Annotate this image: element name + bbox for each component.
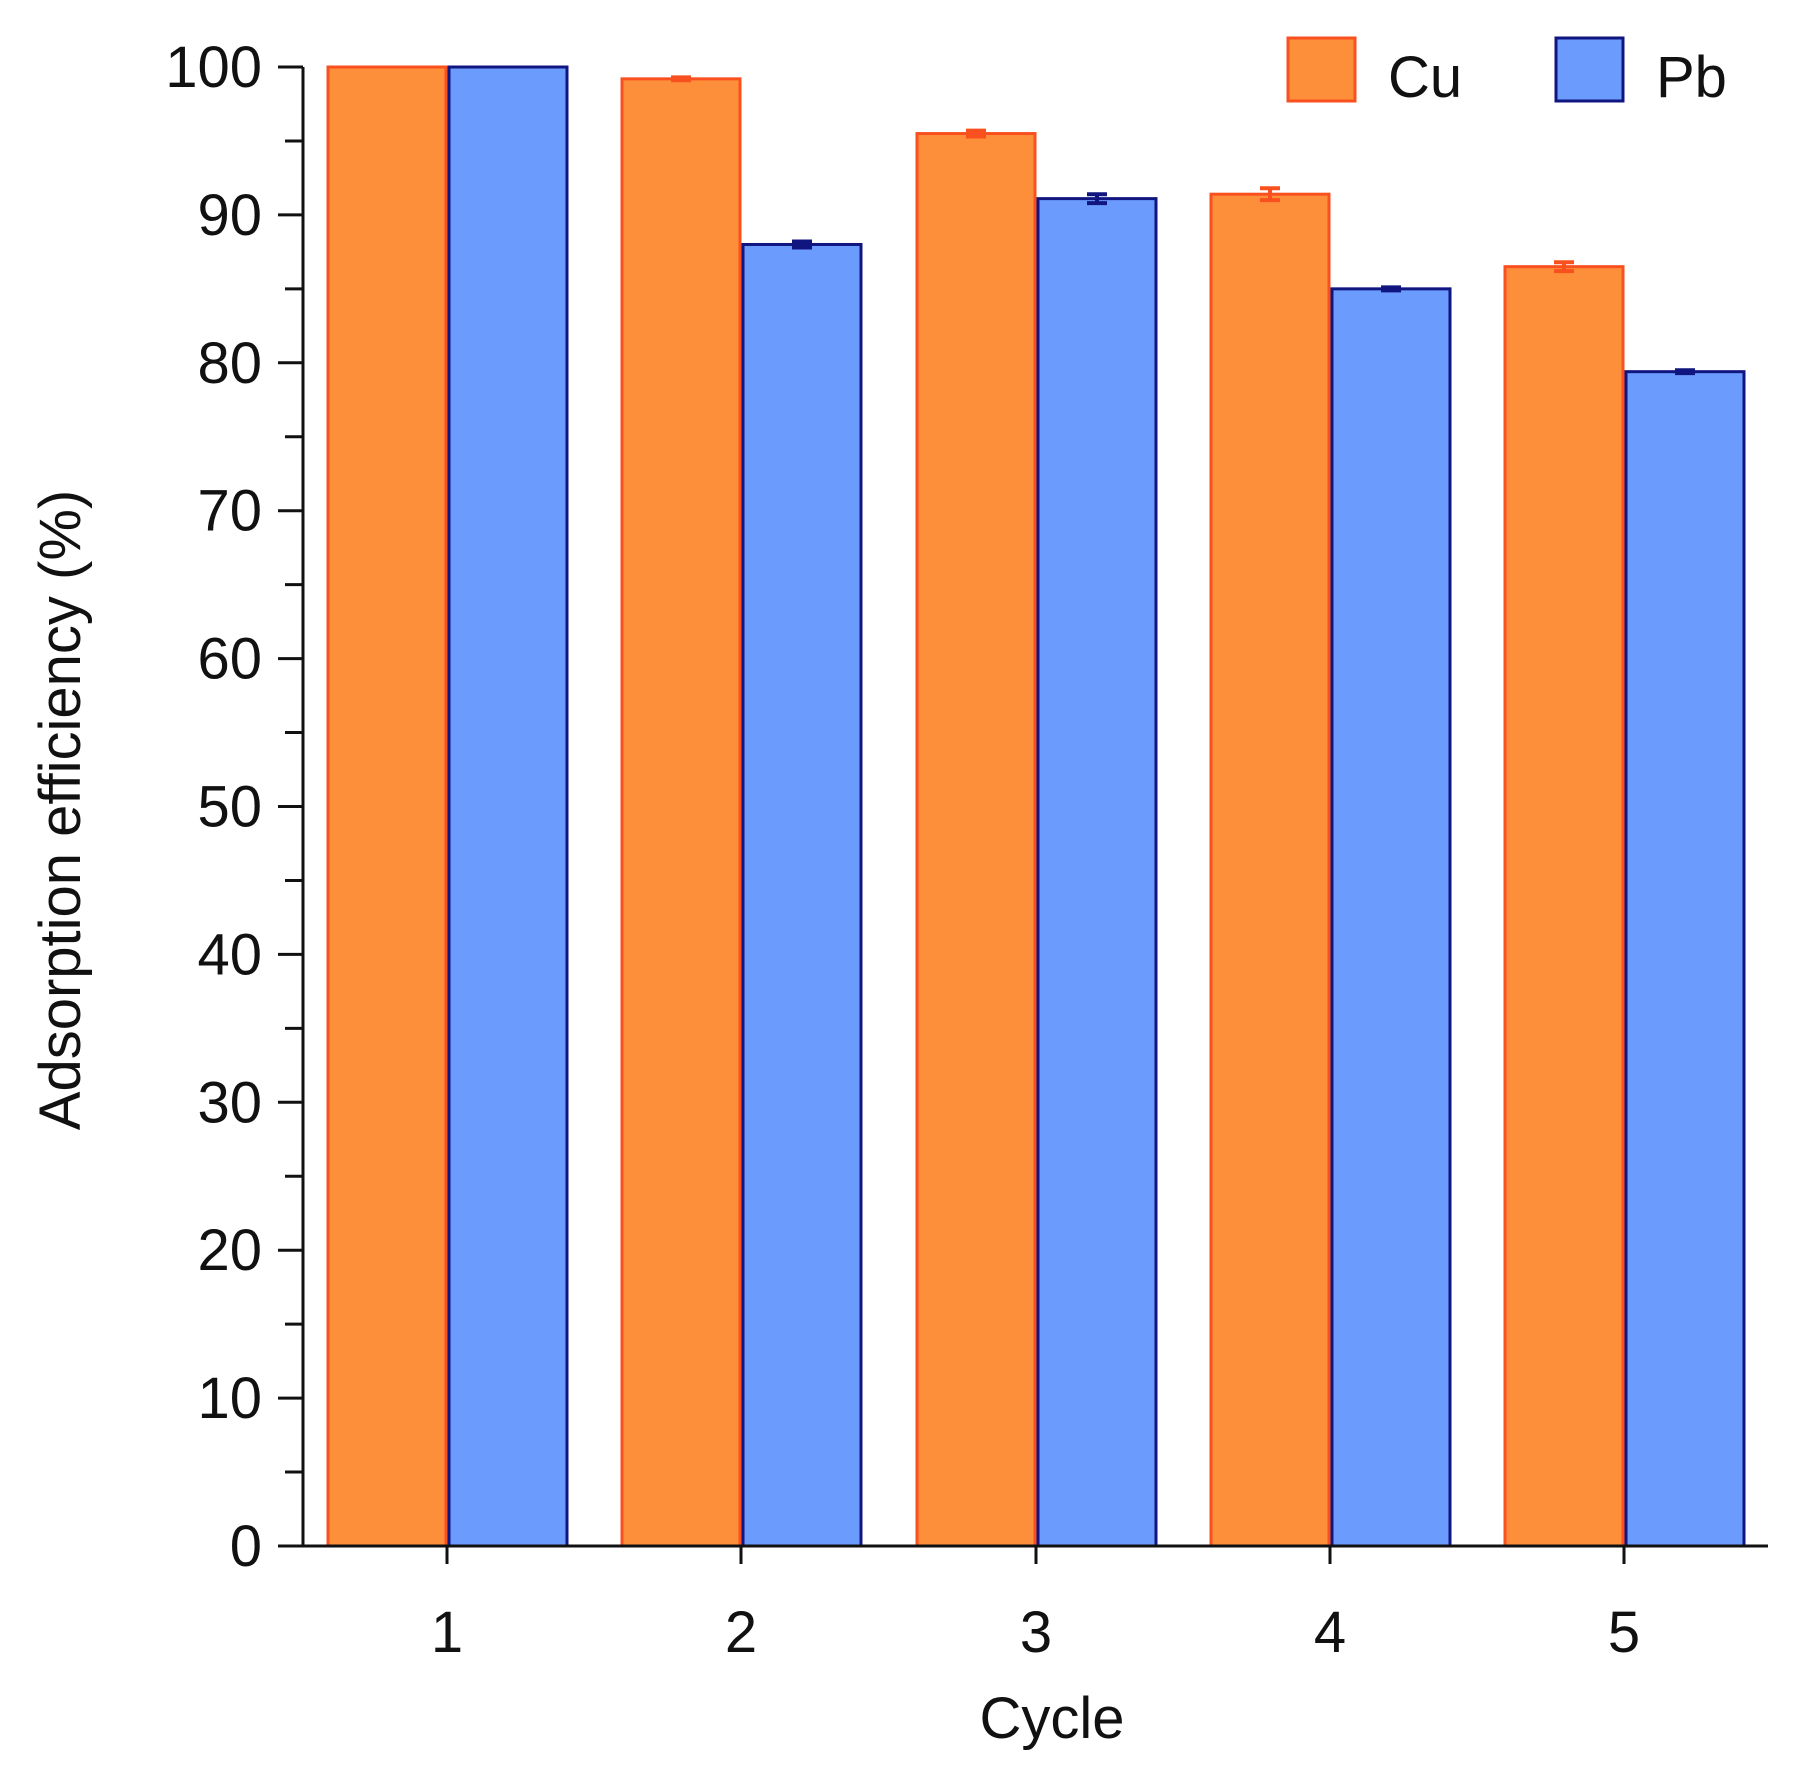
bar-cu-cycle-4 xyxy=(1209,192,1331,1548)
bar-cu-cycle-5 xyxy=(1503,265,1625,1548)
error-bar-cu-cycle-4 xyxy=(1260,186,1280,203)
y-tick-label: 80 xyxy=(197,331,262,396)
error-bar-cu-cycle-3 xyxy=(966,128,986,139)
error-bar-pb-cycle-3 xyxy=(1087,192,1107,206)
error-bar-cu-cycle-2 xyxy=(671,75,691,83)
y-tick-label: 10 xyxy=(197,1366,262,1431)
legend-label-pb: Pb xyxy=(1656,45,1727,110)
x-tick-label: 5 xyxy=(1608,1600,1640,1665)
x-tick-label: 3 xyxy=(1020,1600,1052,1665)
y-tick-label: 70 xyxy=(197,479,262,544)
bar-pb-cycle-1 xyxy=(447,65,569,1548)
legend-swatch-pb xyxy=(1554,36,1625,103)
y-tick-label: 100 xyxy=(165,35,262,100)
ticks-layer: 0 10 20 30 40 50 60 70 80 90 100 1 2 3 4 5 xyxy=(165,35,1640,1665)
error-bar-pb-cycle-2 xyxy=(792,239,812,250)
error-bar-cu-cycle-5 xyxy=(1554,260,1574,274)
x-tick-label: 4 xyxy=(1314,1600,1346,1665)
bar-pb-cycle-3 xyxy=(1036,197,1158,1548)
bar-pb-cycle-4 xyxy=(1330,287,1452,1548)
bar-cu-cycle-1 xyxy=(326,65,448,1548)
bar-cu-cycle-2 xyxy=(620,77,742,1548)
y-tick-label: 30 xyxy=(197,1070,262,1135)
y-tick-label: 50 xyxy=(197,775,262,840)
y-tick-label: 20 xyxy=(197,1218,262,1283)
y-tick-label: 60 xyxy=(197,627,262,692)
error-bar-pb-cycle-5 xyxy=(1675,368,1695,376)
x-axis-title: Cycle xyxy=(979,1686,1124,1751)
bar-pb-cycle-2 xyxy=(741,242,863,1548)
bar-cu-cycle-3 xyxy=(915,132,1037,1548)
bar-pb-cycle-5 xyxy=(1624,370,1746,1548)
x-tick-label: 2 xyxy=(725,1600,757,1665)
bars-layer xyxy=(326,65,1746,1548)
legend-label-cu: Cu xyxy=(1388,45,1462,110)
error-bar-pb-cycle-4 xyxy=(1381,285,1401,293)
y-tick-label: 90 xyxy=(197,183,262,248)
x-tick-label: 1 xyxy=(431,1600,463,1665)
legend-swatch-cu xyxy=(1286,36,1357,103)
y-axis-title: Adsorption efficiency (%) xyxy=(28,490,93,1130)
y-tick-label: 40 xyxy=(197,922,262,987)
legend: Cu Pb xyxy=(1286,36,1727,110)
y-tick-label: 0 xyxy=(230,1514,262,1579)
